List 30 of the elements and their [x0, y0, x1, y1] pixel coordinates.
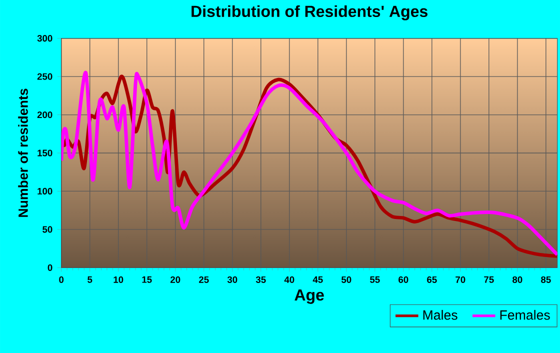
- x-tick-label: 80: [512, 276, 522, 283]
- y-axis-title: Number of residents: [18, 88, 28, 217]
- x-tick-label: 25: [198, 276, 209, 283]
- y-tick-label: 300: [37, 35, 52, 42]
- legend-label: Females: [500, 310, 550, 320]
- y-tick-label: 150: [38, 150, 52, 156]
- x-tick-label: 10: [114, 276, 124, 283]
- x-tick-label: 65: [427, 276, 437, 283]
- x-tick-label: 30: [227, 276, 238, 283]
- x-tick-label: 15: [142, 276, 152, 283]
- x-tick-label: 20: [170, 276, 180, 283]
- x-tick-label: 70: [456, 276, 466, 283]
- x-tick-label: 85: [541, 276, 551, 283]
- x-tick-label: 0: [59, 276, 64, 283]
- x-axis-title: Age: [294, 289, 324, 304]
- y-tick-label: 50: [42, 226, 52, 233]
- y-tick-label: 0: [48, 264, 52, 271]
- chart-title: Distribution of Residents' Ages: [192, 5, 428, 20]
- x-tick-label: 45: [312, 276, 323, 283]
- x-tick-label: 75: [484, 276, 494, 283]
- x-tick-label: 40: [284, 276, 294, 283]
- x-tick-label: 35: [256, 276, 266, 283]
- x-tick-label: 55: [370, 276, 380, 283]
- legend-label: Males: [423, 310, 458, 320]
- x-tick-label: 50: [341, 276, 352, 283]
- y-tick-label: 250: [37, 73, 52, 80]
- x-tick-label: 5: [88, 276, 92, 283]
- y-tick-label: 100: [38, 188, 52, 195]
- y-tick-label: 200: [37, 111, 52, 118]
- x-tick-label: 60: [398, 276, 408, 283]
